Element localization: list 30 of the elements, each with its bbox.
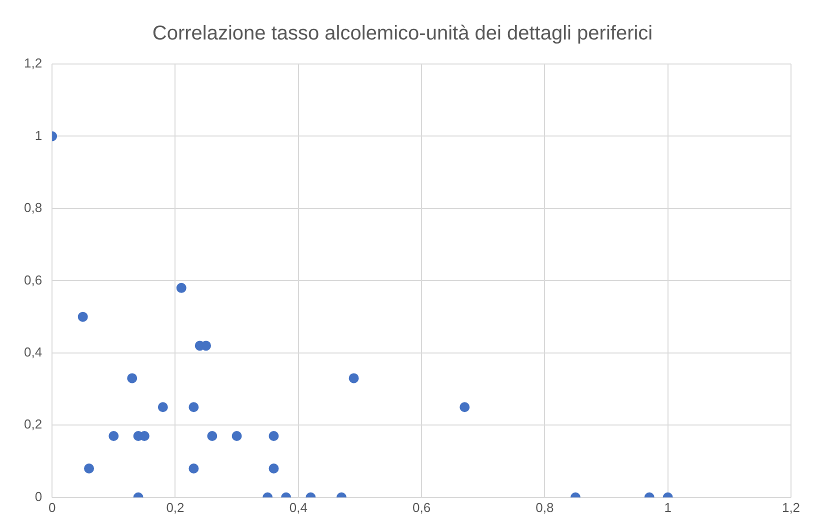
point bbox=[127, 373, 138, 384]
point bbox=[268, 431, 279, 441]
x-tick-label: 0,8 bbox=[536, 500, 554, 515]
y-tick-label: 1 bbox=[34, 128, 42, 143]
y-tick-label: 0,2 bbox=[24, 416, 42, 432]
y-tick-label: 1,2 bbox=[24, 56, 42, 71]
y-tick-label: 0 bbox=[34, 488, 42, 504]
chart-title: Correlazione tasso alcolemico-unità dei dettagli periferici bbox=[152, 22, 653, 45]
point bbox=[84, 464, 94, 474]
point bbox=[268, 464, 279, 474]
y-tick-label: 0,8 bbox=[24, 200, 42, 216]
y-tick-label: 0,4 bbox=[24, 344, 42, 360]
point bbox=[176, 282, 186, 293]
x-tick-label: 0,6 bbox=[412, 500, 431, 515]
point bbox=[232, 431, 242, 441]
point bbox=[201, 340, 212, 351]
x-tick-label: 0,2 bbox=[166, 500, 184, 515]
x-tick-label: 1,2 bbox=[782, 500, 800, 515]
y-tick-label: 0,6 bbox=[24, 272, 42, 288]
point bbox=[188, 402, 199, 412]
x-tick-label: 1 bbox=[664, 500, 672, 515]
point bbox=[348, 373, 359, 384]
point bbox=[188, 464, 199, 474]
x-tick-label: 0 bbox=[48, 500, 56, 515]
x-tick-label: 0,4 bbox=[289, 500, 308, 515]
point bbox=[78, 312, 88, 322]
point bbox=[108, 431, 119, 441]
point bbox=[158, 402, 168, 412]
point bbox=[460, 402, 470, 412]
point bbox=[207, 431, 218, 441]
